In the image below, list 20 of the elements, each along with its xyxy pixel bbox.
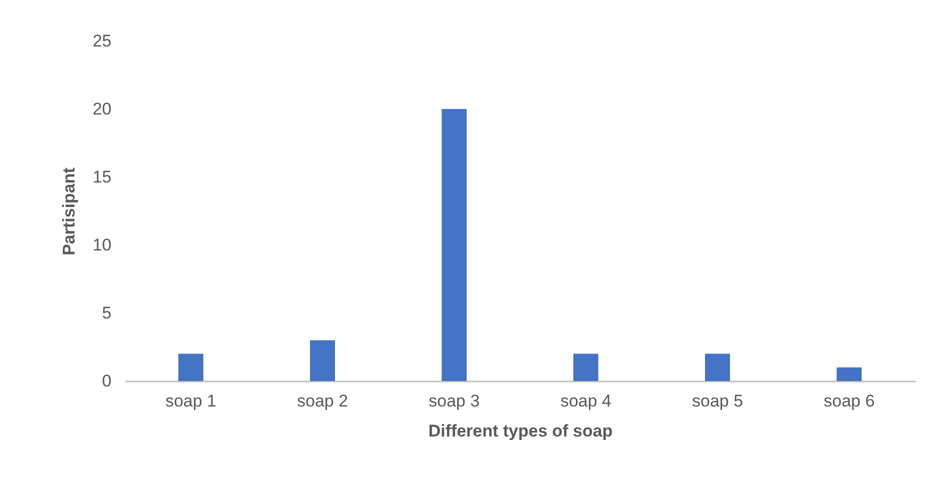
x-tick-label: soap 6 — [824, 392, 875, 410]
x-axis-title: Different types of soap — [428, 422, 613, 440]
y-tick-label: 5 — [102, 304, 112, 322]
bar — [310, 340, 335, 381]
y-tick-label: 20 — [92, 100, 112, 118]
bar — [442, 109, 467, 381]
bar — [705, 354, 730, 381]
y-tick-label: 15 — [92, 168, 112, 186]
y-tick-label: 10 — [92, 236, 112, 254]
x-tick-label: soap 2 — [296, 392, 348, 410]
bar — [836, 367, 862, 381]
x-tick-label: soap 5 — [692, 392, 744, 410]
x-tick-label: soap 3 — [428, 392, 480, 410]
x-tick-label: soap 1 — [165, 392, 216, 410]
y-axis-title: Partisipant — [60, 167, 79, 256]
y-tick-label: 0 — [102, 372, 112, 390]
bar — [178, 354, 204, 381]
x-tick-label: soap 4 — [560, 392, 612, 410]
y-tick-label: 25 — [92, 32, 112, 50]
bar — [573, 354, 598, 381]
